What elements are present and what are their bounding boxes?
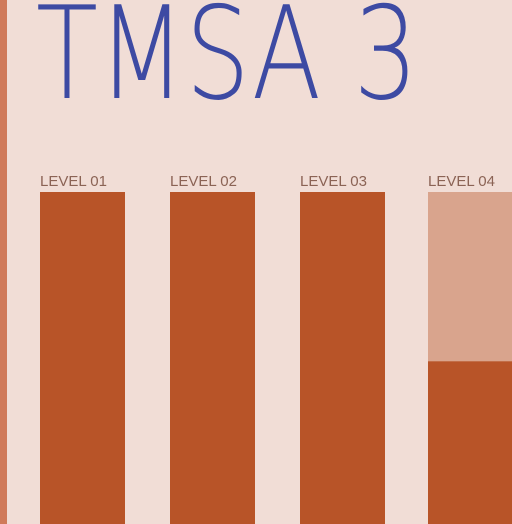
level-progress — [40, 192, 125, 524]
level-label: LEVEL 01 — [40, 173, 107, 190]
title: TMSA 3 — [36, 0, 418, 129]
level-label: LEVEL 02 — [170, 173, 237, 190]
level-list: LEVEL 01 LEVEL 02 LEVEL 03 LEVEL 04 — [40, 173, 512, 524]
level-progress — [170, 192, 255, 524]
level-label: LEVEL 03 — [300, 173, 367, 190]
side-strip — [0, 0, 7, 524]
level-progress — [428, 361, 512, 524]
level-label: LEVEL 04 — [428, 173, 495, 190]
level-progress — [300, 192, 385, 524]
